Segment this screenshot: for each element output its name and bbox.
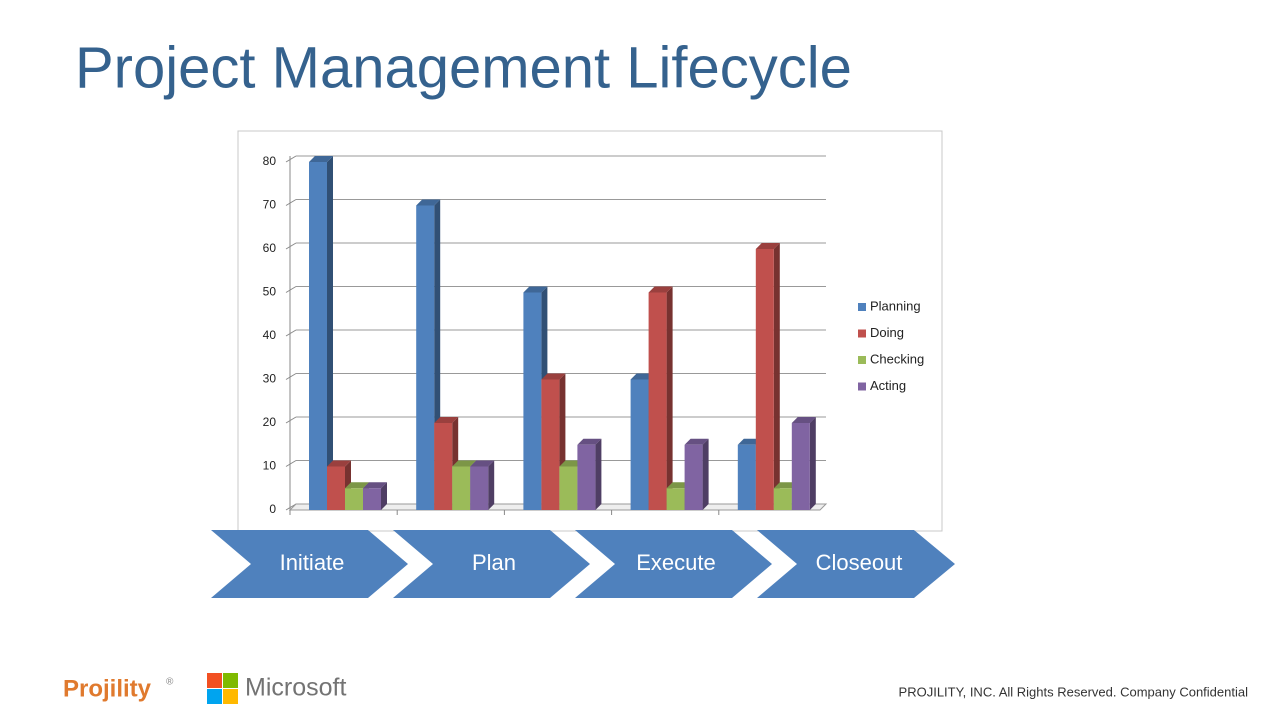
registered-mark: ® [166,677,174,688]
bar [416,205,435,510]
bar [755,249,774,510]
phase-chevrons: Initiate Plan Execute Closeout [211,530,955,598]
phase-label: Initiate [280,550,345,575]
y-tick-label: 30 [263,372,277,386]
bar-top [755,243,780,249]
bar [541,379,560,510]
bar-top [523,286,548,293]
y-tick-label: 20 [263,415,277,429]
y-tick-label: 50 [263,285,277,299]
tick-mark [285,155,297,163]
legend-swatch [858,303,866,311]
chevron [211,530,408,598]
chevron [757,530,955,598]
phase-label: Plan [472,550,516,575]
y-tick-label: 60 [263,241,277,255]
chevron [575,530,772,598]
bar [363,488,381,510]
bar [470,466,489,510]
bar-top [541,373,566,380]
bar [791,423,810,510]
bar-top [327,460,351,467]
bar-side [809,417,816,510]
tick-mark [285,329,297,337]
bar-top [470,460,495,467]
bar [648,292,667,510]
bar [737,444,756,510]
bar-top [452,460,477,467]
bar-top [363,482,387,489]
bar [666,488,685,510]
bar-top [309,156,333,162]
bar-side [381,482,387,510]
bar [452,466,471,510]
bar-side [595,438,602,510]
bar-top [577,438,602,445]
projility-logo: Projility [63,675,152,702]
legend-label: Acting [870,378,906,393]
ms-logo-square [207,673,222,688]
tick-mark [285,242,297,250]
tick-mark [285,416,297,424]
ms-logo-square [223,673,238,688]
bar-side [327,156,333,510]
y-tick-label: 80 [263,154,277,168]
bar [523,292,542,510]
ms-logo-square [223,689,238,704]
tick-mark [285,373,297,380]
bar [773,488,792,510]
bar [345,488,363,510]
chevron [393,530,590,598]
bar [434,423,453,510]
y-tick-label: 40 [263,328,277,342]
bar-side [702,438,709,510]
bar-top [648,286,673,293]
bar-top [434,417,459,423]
legend-swatch [858,382,866,391]
footer: PROJILITY, INC. All Rights Reserved. Com… [899,684,1249,699]
bar [327,466,345,510]
legend-label: Checking [870,351,924,366]
y-tick-label: 10 [263,459,277,473]
legend-swatch [858,356,866,364]
bar [630,379,649,510]
phase-label: Closeout [816,550,903,575]
bar-top [416,199,441,206]
slide-title: Project Management Lifecycle [75,35,852,100]
legend-swatch [858,329,866,338]
tick-mark [285,460,297,467]
bar-top [684,438,709,445]
bar-top [791,417,816,423]
y-tick-label: 0 [269,502,276,516]
tick-mark [285,286,297,293]
y-tick-label: 70 [263,198,277,212]
legend-label: Doing [870,325,904,340]
bar [684,444,703,510]
bar [559,466,578,510]
phase-label: Execute [636,550,716,575]
bar-top [345,482,369,489]
tick-mark [285,199,297,206]
bar-side [773,243,780,510]
bar-side [488,460,495,510]
bar [309,162,327,510]
bar-side [666,286,673,510]
ms-logo-square [207,689,222,704]
legend-label: Planning [870,298,921,313]
microsoft-logo: Microsoft [245,674,346,702]
bar [577,444,596,510]
